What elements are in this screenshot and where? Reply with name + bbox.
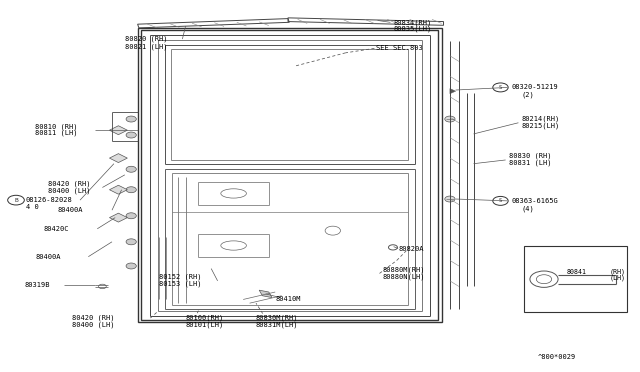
Text: 80811 (LH): 80811 (LH): [35, 129, 77, 136]
Polygon shape: [109, 126, 127, 135]
Text: 80400 (LH): 80400 (LH): [48, 187, 90, 194]
Polygon shape: [109, 185, 127, 194]
Text: 80831M(LH): 80831M(LH): [256, 321, 298, 328]
Circle shape: [126, 213, 136, 219]
Circle shape: [445, 196, 455, 202]
Text: 80215(LH): 80215(LH): [522, 122, 560, 129]
Text: 08320-51219: 08320-51219: [512, 84, 559, 90]
Text: 80152 (RH): 80152 (RH): [159, 274, 201, 280]
Circle shape: [126, 239, 136, 245]
Circle shape: [126, 116, 136, 122]
Text: 08126-82028: 08126-82028: [26, 197, 72, 203]
Text: 80420 (RH): 80420 (RH): [72, 315, 114, 321]
Text: (4): (4): [522, 205, 534, 212]
Text: 80835(LH): 80835(LH): [394, 26, 432, 32]
Text: 80820A: 80820A: [398, 246, 424, 252]
Text: 80400A: 80400A: [35, 254, 61, 260]
Text: 80214(RH): 80214(RH): [522, 116, 560, 122]
Text: S: S: [499, 198, 502, 203]
Text: 80821 (LH): 80821 (LH): [125, 43, 167, 50]
Circle shape: [445, 116, 455, 122]
Text: (RH): (RH): [610, 269, 626, 275]
Text: 80830M(RH): 80830M(RH): [256, 315, 298, 321]
Text: 80830 (RH): 80830 (RH): [509, 153, 551, 160]
Text: 80834(RH): 80834(RH): [394, 19, 432, 26]
Circle shape: [126, 166, 136, 172]
Text: 80400 (LH): 80400 (LH): [72, 321, 114, 328]
Text: (LH): (LH): [610, 275, 626, 281]
Text: 80880M(RH): 80880M(RH): [383, 266, 425, 273]
Circle shape: [126, 132, 136, 138]
Circle shape: [126, 263, 136, 269]
Circle shape: [126, 187, 136, 193]
Text: 80810 (RH): 80810 (RH): [35, 123, 77, 130]
Text: 80101(LH): 80101(LH): [186, 321, 224, 328]
Text: 80420 (RH): 80420 (RH): [48, 181, 90, 187]
Text: 80400A: 80400A: [58, 207, 83, 213]
Text: 80319B: 80319B: [24, 282, 50, 288]
Text: SEE SEC.803: SEE SEC.803: [376, 45, 423, 51]
Text: 80153 (LH): 80153 (LH): [159, 280, 201, 287]
Text: ^800*0029: ^800*0029: [538, 354, 576, 360]
Text: 80841: 80841: [566, 269, 586, 275]
Text: 80420C: 80420C: [44, 226, 69, 232]
Text: 80410M: 80410M: [275, 296, 301, 302]
Polygon shape: [109, 154, 127, 163]
Polygon shape: [259, 290, 272, 298]
Polygon shape: [450, 89, 456, 94]
FancyBboxPatch shape: [524, 246, 627, 312]
Text: 80880N(LH): 80880N(LH): [383, 273, 425, 280]
Text: 4 0: 4 0: [26, 204, 38, 210]
Text: B: B: [14, 198, 18, 203]
Text: 80820 (RH): 80820 (RH): [125, 36, 167, 42]
Polygon shape: [109, 213, 127, 222]
Text: 80100(RH): 80100(RH): [186, 315, 224, 321]
Text: S: S: [499, 85, 502, 90]
Text: 08363-6165G: 08363-6165G: [512, 198, 559, 204]
Text: (2): (2): [522, 92, 534, 98]
Text: 80831 (LH): 80831 (LH): [509, 160, 551, 166]
